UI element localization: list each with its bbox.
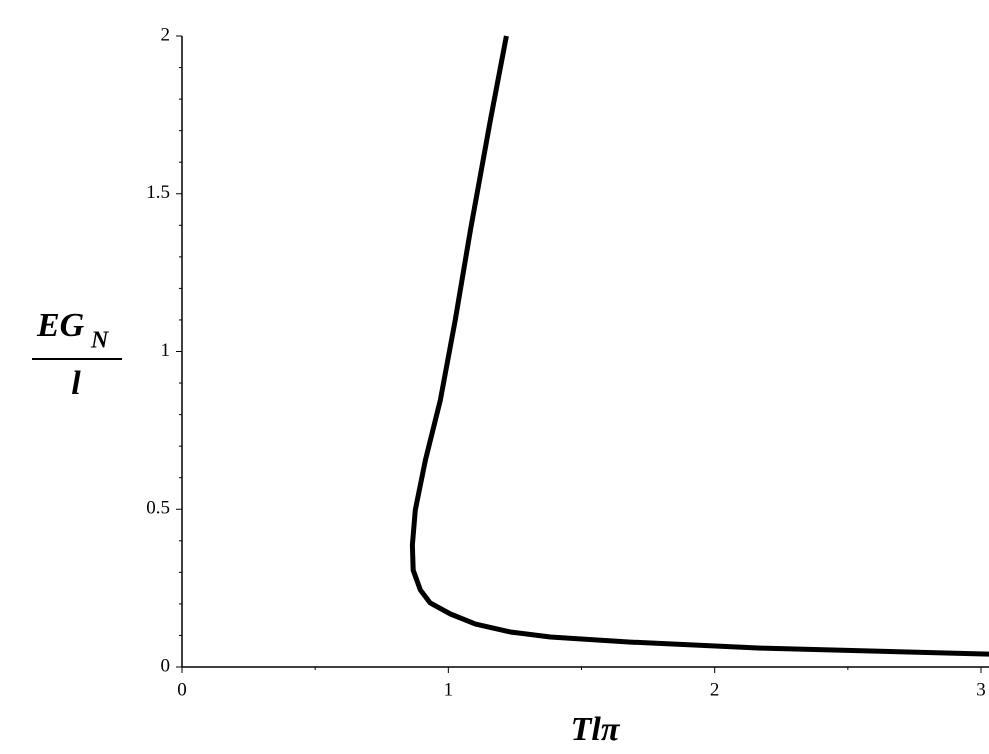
y-tick-label: 0.5 <box>146 498 170 519</box>
x-tick-label: 1 <box>444 679 454 700</box>
y-tick-label: 0 <box>161 655 171 676</box>
x-axis-label: Tlπ <box>571 711 621 748</box>
y-axis-label-subscript: N <box>90 328 110 354</box>
x-tick-label: 0 <box>177 679 187 700</box>
y-axis-label-numerator: EG <box>36 307 85 344</box>
data-line <box>409 35 989 657</box>
y-tick-label: 1.5 <box>146 182 170 203</box>
x-tick-label: 2 <box>710 679 720 700</box>
x-tick-label: 3 <box>976 679 986 700</box>
y-tick-label: 1 <box>161 340 171 361</box>
y-axis-label-denominator: l <box>71 365 81 402</box>
y-tick-label: 2 <box>161 24 171 45</box>
